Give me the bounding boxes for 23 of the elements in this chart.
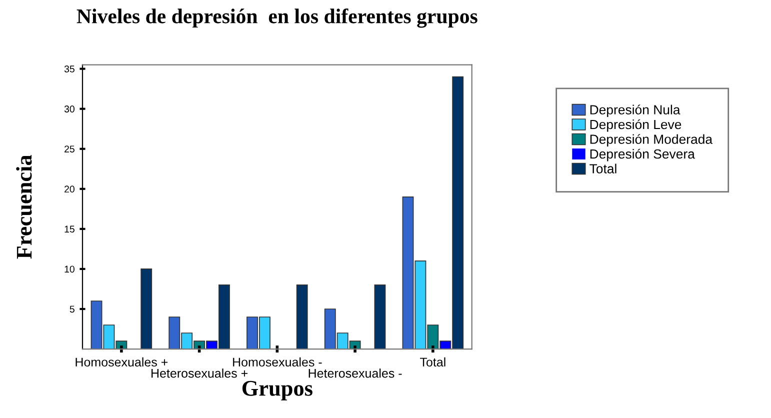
x-axis-title: Grupos — [242, 380, 312, 400]
x-tick-label: Total — [420, 357, 446, 367]
y-tick-label: 35 — [64, 66, 74, 72]
legend-label: Depresión Moderada — [590, 134, 713, 147]
y-tick-label: 30 — [64, 106, 74, 112]
y-tick-label: 5 — [70, 306, 74, 313]
y-tick-label: 15 — [64, 226, 74, 233]
y-axis-title: Frecuencia — [16, 154, 32, 259]
y-tick-label: 20 — [64, 186, 74, 193]
bar — [296, 284, 308, 350]
chart-title: Niveles de depresión en los diferentes grupos — [76, 8, 478, 28]
x-tick-label: Homosexuales - — [233, 357, 322, 367]
y-tick-label: 25 — [64, 146, 74, 152]
legend-label: Depresión Leve — [590, 119, 682, 132]
bar — [374, 284, 386, 350]
x-tick-label: Homosexuales + — [76, 357, 168, 367]
x-tick-label: Heterosexuales + — [152, 368, 248, 378]
legend-label: Total — [590, 164, 616, 174]
legend-label: Depresión Severa — [590, 148, 695, 162]
x-tick-label: Heterosexuales - — [308, 368, 402, 378]
legend-label: Depresión Nula — [590, 104, 680, 118]
bar — [140, 268, 152, 350]
y-tick-label: 10 — [64, 266, 74, 273]
